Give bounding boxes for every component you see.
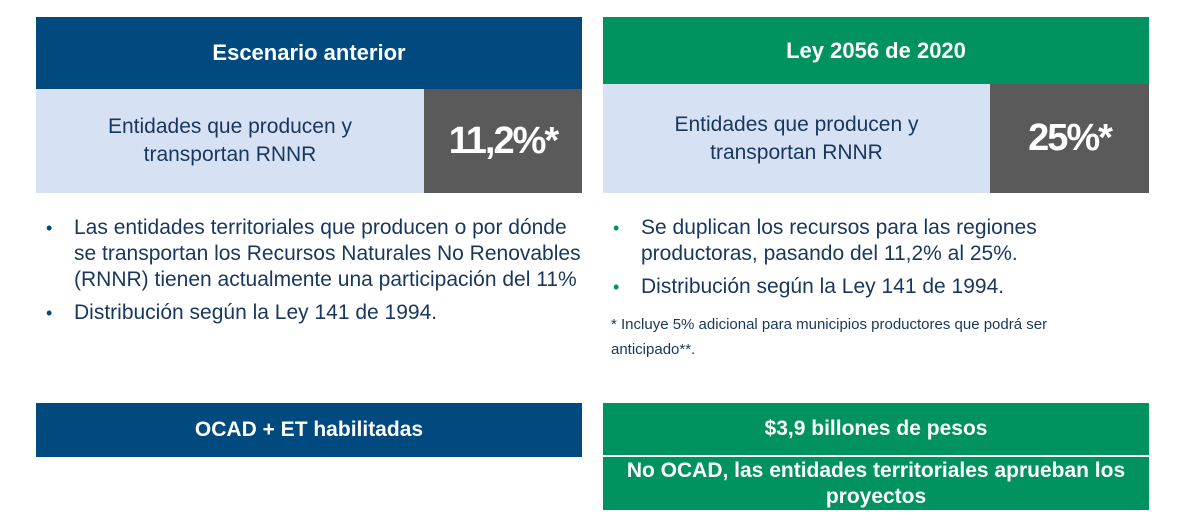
left-percent-value: 11,2%*	[448, 119, 559, 162]
right-footer-approval: No OCAD, las entidades territoriales apr…	[603, 457, 1149, 510]
right-header-title: Ley 2056 de 2020	[786, 37, 966, 63]
right-bullet-list: • Se duplican los recursos para las regi…	[603, 215, 1149, 307]
right-footnote: * Incluye 5% adicional para municipios p…	[611, 312, 1131, 362]
right-entities-box: Entidades que producen y transportan RNN…	[603, 84, 990, 193]
right-entities-text: Entidades que producen y transportan RNN…	[674, 112, 919, 164]
right-footer-amount-text: $3,9 billones de pesos	[764, 417, 988, 440]
bullet-dot-icon: •	[46, 218, 53, 238]
bullet-dot-icon: •	[46, 303, 53, 323]
right-bullet-1: • Se duplican los recursos para las regi…	[613, 216, 1037, 265]
left-entities-text: Entidades que producen y transportan RNN…	[107, 115, 352, 166]
left-header-title: Escenario anterior	[212, 40, 406, 65]
left-bullet-list: • Las entidades territoriales que produc…	[36, 215, 582, 333]
bullet-dot-icon: •	[613, 218, 620, 238]
right-footer-amount: $3,9 billones de pesos	[603, 403, 1149, 455]
right-percent-box: 25%*	[990, 84, 1149, 193]
right-bullet-2: • Distribución según la Ley 141 de 1994.	[613, 275, 1005, 298]
left-footer-text: OCAD + ET habilitadas	[194, 418, 424, 441]
left-header: Escenario anterior	[36, 17, 582, 89]
bullet-dot-icon: •	[613, 277, 620, 297]
right-footer-approval-text: No OCAD, las entidades territoriales apr…	[626, 458, 1126, 508]
left-entities-box: Entidades que producen y transportan RNN…	[36, 89, 424, 193]
left-percent-box: 11,2%*	[424, 89, 582, 193]
left-bullet-2: • Distribución según la Ley 141 de 1994.	[46, 301, 438, 324]
left-footer: OCAD + ET habilitadas	[36, 403, 582, 457]
right-header: Ley 2056 de 2020	[603, 17, 1149, 84]
right-footnote-text: * Incluye 5% adicional para municipios p…	[611, 316, 1048, 358]
right-percent-value: 25%*	[1028, 117, 1113, 159]
left-bullet-1: • Las entidades territoriales que produc…	[46, 216, 581, 291]
